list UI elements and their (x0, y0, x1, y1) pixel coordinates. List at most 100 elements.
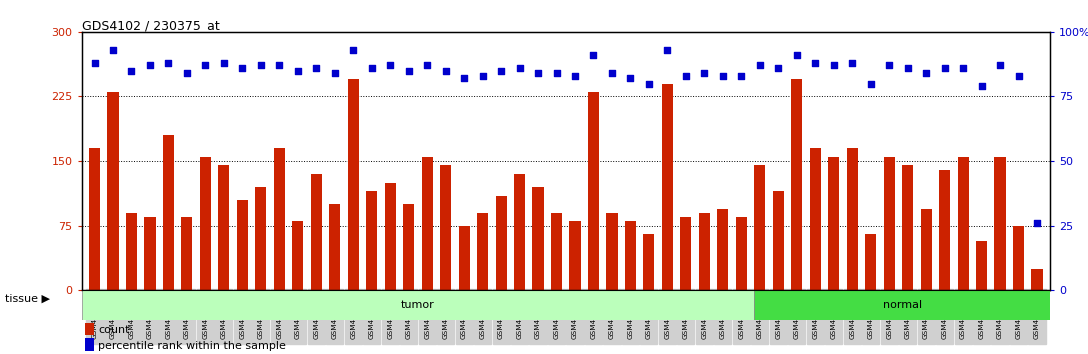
Point (640, 81, 657, 86)
Point (751, 63, 768, 68)
Bar (717, 209, 728, 290)
Point (806, 60, 824, 66)
Bar (939, 170, 950, 290)
Point (86, 60, 103, 66)
Point (621, 75, 639, 81)
Bar (404, 204, 415, 290)
Bar (237, 200, 248, 290)
Point (548, 70, 566, 76)
Point (1010, 73, 1027, 79)
Bar (865, 234, 876, 290)
Bar (495, 195, 507, 290)
Bar (532, 187, 544, 290)
Point (658, 47, 676, 53)
Bar (85, 322, 95, 335)
Bar (809, 148, 820, 290)
Point (732, 73, 750, 79)
Bar (1031, 269, 1042, 290)
Bar (422, 157, 433, 290)
Bar (994, 157, 1005, 290)
Point (419, 63, 436, 68)
Point (326, 70, 344, 76)
Point (899, 65, 916, 71)
Text: count: count (98, 325, 129, 335)
Point (382, 63, 399, 68)
Bar (367, 191, 378, 290)
Point (1028, 220, 1046, 226)
Bar (828, 157, 839, 290)
Bar (754, 290, 1050, 320)
Bar (441, 165, 452, 290)
Point (530, 70, 547, 76)
Point (178, 70, 196, 76)
Point (289, 68, 307, 74)
Bar (551, 213, 562, 290)
Bar (477, 213, 489, 290)
Point (880, 63, 898, 68)
Bar (163, 135, 174, 290)
Bar (643, 234, 655, 290)
Bar (82, 290, 754, 320)
Point (215, 60, 233, 66)
Point (104, 47, 122, 53)
Point (566, 73, 583, 79)
Bar (330, 204, 341, 290)
Bar (976, 241, 987, 290)
Bar (126, 213, 137, 290)
Point (714, 73, 731, 79)
Point (456, 75, 473, 81)
Bar (200, 157, 211, 290)
Bar (89, 148, 100, 290)
Bar (569, 222, 581, 290)
Bar (385, 183, 396, 290)
Point (843, 60, 861, 66)
Bar (957, 157, 968, 290)
Bar (514, 174, 526, 290)
Bar (902, 165, 913, 290)
Point (271, 63, 288, 68)
Point (991, 63, 1009, 68)
Bar (735, 217, 746, 290)
Point (511, 65, 529, 71)
Point (695, 70, 713, 76)
Bar (293, 222, 304, 290)
Point (308, 65, 325, 71)
Bar (680, 217, 691, 290)
Text: tissue ▶: tissue ▶ (5, 294, 50, 304)
Point (197, 63, 214, 68)
Bar (219, 165, 230, 290)
Point (234, 65, 251, 71)
Point (584, 52, 602, 58)
Bar (698, 213, 709, 290)
Bar (883, 157, 894, 290)
Bar (772, 191, 783, 290)
Point (345, 47, 362, 53)
Point (936, 65, 953, 71)
Point (400, 68, 418, 74)
Point (363, 65, 381, 71)
Point (788, 52, 805, 58)
Point (973, 83, 990, 89)
Text: GDS4102 / 230375_at: GDS4102 / 230375_at (82, 19, 220, 32)
Text: normal: normal (882, 300, 922, 310)
Bar (625, 222, 636, 290)
Bar (1013, 226, 1024, 290)
Point (123, 68, 140, 74)
Text: percentile rank within the sample: percentile rank within the sample (98, 341, 286, 350)
Bar (606, 213, 618, 290)
Bar (791, 79, 802, 290)
Point (603, 70, 620, 76)
Point (825, 63, 842, 68)
Bar (348, 79, 359, 290)
Bar (108, 92, 119, 290)
Point (141, 63, 159, 68)
Bar (458, 226, 470, 290)
Bar (588, 92, 599, 290)
Bar (754, 165, 765, 290)
Point (437, 68, 455, 74)
Bar (311, 174, 322, 290)
Point (252, 63, 270, 68)
Point (474, 73, 492, 79)
Point (769, 65, 787, 71)
Bar (256, 187, 267, 290)
